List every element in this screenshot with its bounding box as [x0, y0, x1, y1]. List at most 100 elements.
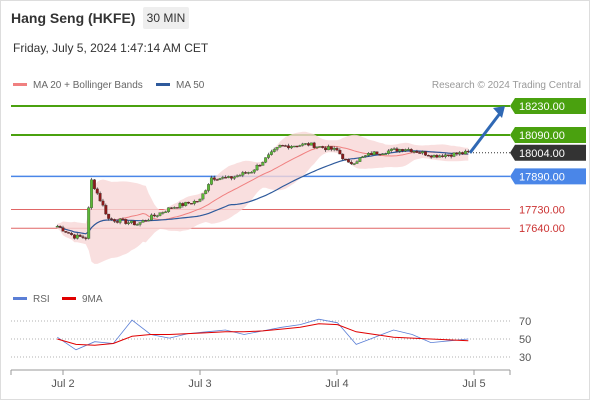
candle-body [170, 207, 173, 209]
candle-body [209, 177, 213, 185]
candle-body [281, 145, 285, 147]
candle-body [70, 233, 74, 235]
level-label-3: 17890.00 [519, 171, 565, 183]
rsi-level-label: 70 [519, 316, 531, 328]
candle-body [449, 154, 453, 157]
level-tag-resistance [510, 126, 586, 143]
candle-body [438, 155, 442, 158]
candle-body [78, 234, 82, 237]
candle-body [292, 145, 296, 148]
level-label-4: 17730.00 [519, 205, 565, 217]
candle-body [401, 149, 405, 152]
candle-body [412, 151, 416, 153]
bollinger-band [57, 131, 469, 264]
candle-body [61, 227, 65, 232]
ma9-swatch [62, 296, 76, 300]
candle-body [161, 212, 165, 214]
candle-body [258, 165, 262, 167]
candle-body [192, 201, 196, 204]
candle-body [84, 237, 88, 239]
candle-body [175, 207, 179, 209]
candle-body [312, 142, 316, 148]
candle-body [221, 177, 225, 179]
candle-body [107, 213, 111, 219]
candle-body [72, 234, 76, 239]
candle-body [352, 163, 356, 165]
ma20-swatch [13, 82, 27, 86]
candle-body [398, 149, 402, 152]
candle-body [58, 226, 62, 228]
candle-body [147, 219, 151, 222]
candle-body [381, 153, 385, 155]
candles [55, 141, 470, 241]
candle-body [144, 220, 148, 222]
candle-body [204, 190, 208, 194]
candle-body [309, 142, 313, 146]
candle-body [318, 146, 322, 148]
legend-9ma: 9MA [62, 294, 103, 305]
candle-body [361, 156, 365, 159]
candle-body [326, 146, 330, 151]
candle-body [110, 218, 113, 220]
rsi-9ma-line [57, 323, 469, 346]
candle-body [446, 154, 450, 156]
candle-body [321, 146, 325, 148]
candle-body [375, 151, 379, 155]
candle-body [304, 143, 308, 145]
candle-body [252, 169, 256, 173]
candle-body [67, 232, 71, 234]
rsi-swatch [13, 296, 27, 300]
candle-body [358, 157, 362, 162]
candle-body [121, 218, 125, 221]
candle-body [372, 151, 376, 156]
candle-body [395, 148, 399, 152]
candle-body [461, 152, 465, 155]
legend-ma20: MA 20 + Bollinger Bands [13, 80, 143, 91]
candle-body [426, 155, 430, 157]
candle-body [235, 175, 239, 178]
forecast-arrow-head [493, 106, 505, 118]
candle-body [341, 153, 345, 160]
level-tag-resistance [510, 98, 586, 114]
candle-body [90, 179, 93, 208]
candle-body [135, 224, 139, 226]
candle-body [75, 234, 79, 239]
timeframe-badge[interactable]: 30 MIN [143, 7, 189, 29]
level-tag-pivot [510, 168, 586, 185]
candle-body [307, 143, 310, 146]
candle-body [364, 155, 367, 157]
candle-body [167, 207, 171, 212]
candle-body [229, 176, 233, 179]
ma50-label: MA 50 [176, 80, 205, 91]
legend-rsi: RSI [13, 294, 50, 305]
candle-body [247, 172, 250, 174]
candle-body [64, 231, 68, 233]
candle-body [215, 179, 219, 181]
candle-body [301, 143, 305, 146]
level-label-0: 18230.00 [519, 101, 565, 113]
candle-body [181, 203, 185, 206]
candle-body [349, 162, 353, 164]
candle-body [384, 153, 387, 155]
x-tick-label: Jul 2 [51, 378, 74, 390]
candle-body [255, 165, 259, 171]
rsi-level-label: 50 [519, 334, 531, 346]
chart-datetime: Friday, July 5, 2024 1:47:14 AM CET [13, 41, 209, 55]
candle-body [329, 146, 333, 150]
level-label-1: 18090.00 [519, 130, 565, 142]
candle-body [421, 151, 425, 154]
candle-body [189, 203, 193, 205]
candle-body [269, 151, 273, 155]
candle-body [201, 193, 205, 200]
candle-body [118, 218, 122, 223]
candle-body [178, 203, 182, 209]
candle-body [195, 201, 199, 203]
candle-body [218, 178, 222, 181]
candle-body [444, 154, 447, 157]
x-tick-label: Jul 3 [188, 378, 211, 390]
candle-body [241, 172, 245, 176]
candle-body [155, 215, 159, 217]
candle-body [249, 172, 253, 174]
candle-body [378, 154, 382, 156]
